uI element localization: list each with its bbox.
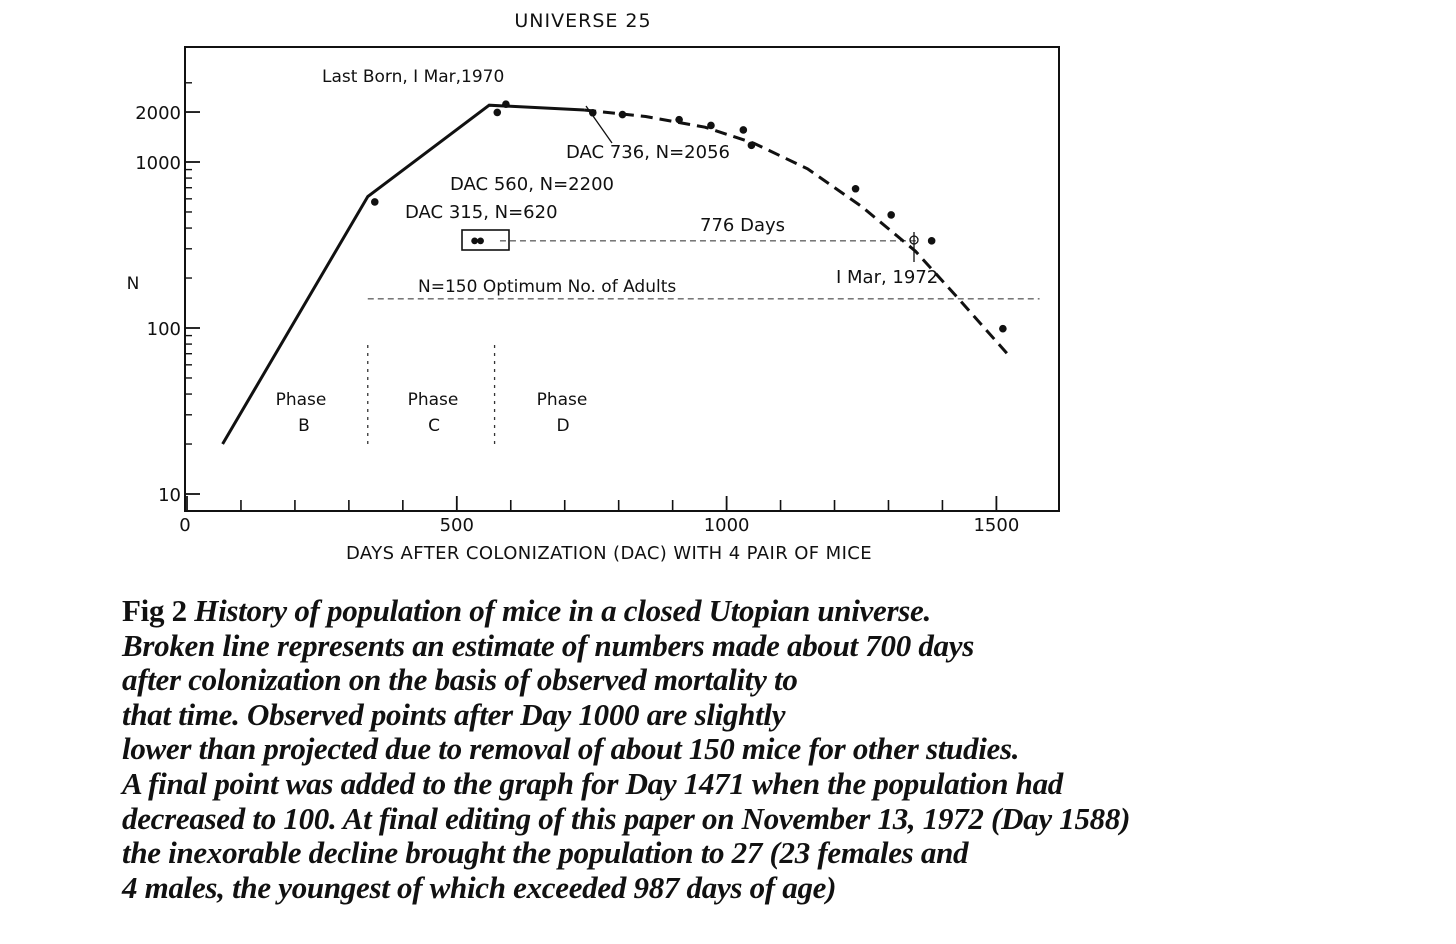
caption-line: Broken line represents an estimate of nu…	[122, 627, 974, 663]
annotation-776-days: 776 Days	[700, 215, 785, 236]
x-axis-ticks: 0 500 1000 1500	[179, 496, 1019, 536]
y-tick-label: 1000	[135, 153, 181, 174]
phase-b-letter: B	[298, 416, 310, 436]
chart-title: UNIVERSE 25	[514, 10, 651, 32]
plot-frame	[184, 46, 1060, 512]
data-points	[370, 100, 1007, 333]
data-point	[747, 141, 756, 150]
phase-c-name: Phase	[408, 390, 459, 410]
phase-d-letter: D	[556, 416, 569, 436]
x-axis-label: DAYS AFTER COLONIZATION (DAC) WITH 4 PAI…	[346, 543, 872, 564]
box-point	[477, 237, 484, 245]
phase-dividers	[367, 345, 496, 445]
dac-315-box	[461, 229, 510, 251]
data-point	[675, 115, 683, 124]
series-dashed-line	[583, 108, 1009, 355]
caption-line: History of population of mice in a close…	[194, 593, 931, 628]
data-point	[588, 108, 597, 117]
data-point	[927, 237, 936, 245]
data-point	[851, 184, 860, 193]
caption-line: decreased to 100. At final editing of th…	[122, 800, 1131, 836]
x-tick-label: 500	[440, 515, 474, 536]
caption-label: Fig 2	[122, 593, 187, 628]
data-point	[618, 110, 627, 119]
data-point	[739, 126, 748, 134]
series-solid-line	[221, 103, 585, 445]
caption-line: the inexorable decline brought the popul…	[122, 835, 969, 871]
annotation-last-born: Last Born, I Mar,1970	[322, 67, 504, 87]
annotation-dac-315: DAC 315, N=620	[405, 202, 558, 223]
chart: UNIVERSE 25 0 500 1000 1500 10 100 1000 2000 N…	[127, 10, 1060, 564]
y-axis-label: N	[127, 274, 140, 294]
point-1972-marker	[909, 235, 919, 245]
data-point	[707, 121, 715, 130]
data-point	[502, 100, 510, 108]
caption-line: after colonization on the basis of obser…	[122, 662, 798, 698]
phase-b-name: Phase	[276, 390, 327, 410]
caption-line: A final point was added to the graph for…	[122, 765, 1063, 801]
caption-line: 4 males, the youngest of which exceeded …	[122, 869, 837, 905]
box-point	[471, 237, 479, 245]
caption-line: that time. Observed points after Day 100…	[122, 696, 786, 732]
phase-c-label: Phase C	[408, 390, 459, 436]
y-tick-label: 10	[158, 485, 181, 506]
phase-d-label: Phase D	[537, 390, 588, 436]
annotation-1-mar-1972: I Mar, 1972	[836, 267, 938, 288]
y-tick-label: 100	[147, 319, 181, 340]
reference-lines	[367, 240, 1040, 300]
annotation-optimum-adults: N=150 Optimum No. of Adults	[418, 277, 676, 297]
figure-caption: Fig 2 History of population of mice in a…	[122, 593, 1422, 905]
caption-line: lower than projected due to removal of a…	[122, 731, 1020, 767]
annotation-dac-736: DAC 736, N=2056	[566, 142, 730, 163]
x-tick-label: 1500	[973, 515, 1019, 536]
phase-b-label: Phase B	[276, 390, 327, 436]
data-point	[370, 198, 379, 206]
box-points	[471, 237, 484, 245]
y-axis-ticks: 10 100 1000 2000	[135, 82, 200, 506]
y-tick-label: 2000	[135, 103, 181, 124]
phase-d-name: Phase	[537, 390, 588, 410]
x-tick-label: 0	[179, 515, 190, 536]
data-point	[493, 108, 502, 117]
phase-c-letter: C	[428, 416, 440, 436]
data-point	[887, 211, 895, 219]
data-point	[999, 324, 1007, 333]
x-tick-label: 1000	[704, 515, 750, 536]
annotation-dac-560: DAC 560, N=2200	[450, 174, 614, 195]
annotation-pointer-dac736	[585, 105, 613, 144]
